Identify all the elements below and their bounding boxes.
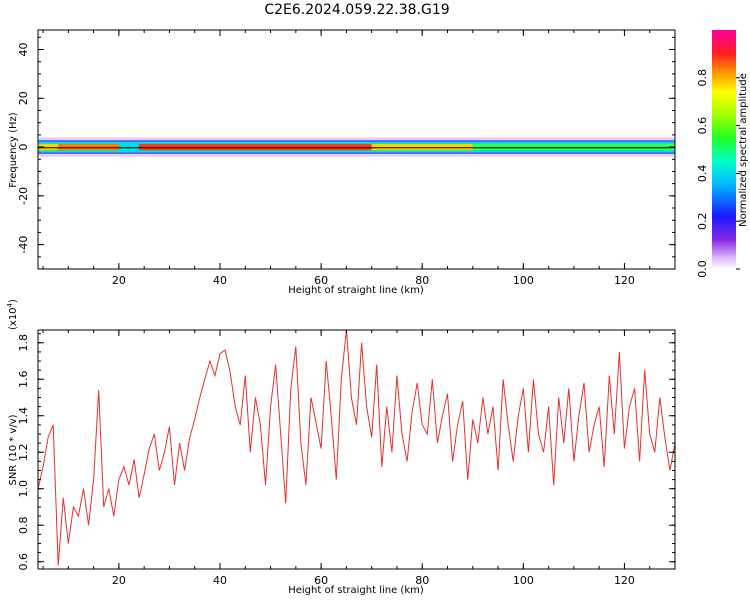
colorbar-tick-label: 0.6 bbox=[696, 117, 709, 135]
band-core-segment bbox=[371, 143, 473, 151]
y-tick-label: 40 bbox=[17, 43, 30, 57]
colorbar-gradient bbox=[712, 30, 736, 269]
y-tick-label: 0.8 bbox=[17, 516, 30, 534]
band-core-segment bbox=[58, 143, 119, 151]
colorbar-tick-label: 0.4 bbox=[696, 165, 709, 183]
y-tick-label: 20 bbox=[17, 91, 30, 105]
band-core-segment bbox=[139, 143, 372, 151]
x-tick-label: 100 bbox=[513, 574, 534, 587]
y-tick-label: 0 bbox=[17, 144, 30, 151]
x-tick-label: 60 bbox=[314, 274, 328, 287]
x-tick-label: 60 bbox=[314, 574, 328, 587]
colorbar-tick-label: 0.0 bbox=[696, 260, 709, 278]
x-tick-label: 20 bbox=[112, 574, 126, 587]
colorbar-tick-label: 0.8 bbox=[696, 69, 709, 87]
y-tick-label: 1.4 bbox=[17, 407, 30, 425]
snr-multiplier: (x104) bbox=[6, 299, 19, 330]
y-tick-label: -20 bbox=[17, 187, 30, 205]
spectrogram-band bbox=[38, 137, 675, 157]
colorbar-tick-label: 0.2 bbox=[696, 212, 709, 230]
snr-background bbox=[38, 330, 675, 569]
band-core-segment bbox=[472, 143, 675, 151]
spectrogram-y-label: Frequency (Hz) bbox=[8, 112, 19, 188]
spectrogram-panel: 20 40 60 80 100 120 -40 -20 0 20 40 Height of stra… bbox=[8, 29, 676, 296]
colorbar-label: Normalized spectral amplitude bbox=[738, 73, 749, 227]
snr-y-label: SNR (10 * v/v) bbox=[8, 414, 19, 485]
snr-frame bbox=[37, 329, 676, 570]
band-core-segment bbox=[38, 143, 59, 151]
snr-x-label: Height of straight line (km) bbox=[288, 585, 424, 596]
snr-panel: 20 40 60 80 100 120 0.6 0.8 1.0 1.2 1.4 1.6 1.8 Heig… bbox=[6, 299, 676, 596]
x-tick-label: 80 bbox=[415, 574, 429, 587]
x-tick-label: 40 bbox=[213, 274, 227, 287]
x-tick-label: 100 bbox=[513, 274, 534, 287]
x-tick-label: 120 bbox=[614, 574, 635, 587]
x-tick-label: 40 bbox=[213, 574, 227, 587]
y-tick-label: -40 bbox=[17, 236, 30, 254]
figure-title: C2E6.2024.059.22.38.G19 bbox=[264, 2, 449, 18]
x-tick-label: 20 bbox=[112, 274, 126, 287]
y-tick-label: 1.6 bbox=[17, 371, 30, 389]
y-tick-label: 1.2 bbox=[17, 443, 30, 461]
colorbar: 0.0 0.2 0.4 0.6 0.8 Normalized spectral ampl… bbox=[696, 30, 749, 278]
snr-series-line bbox=[37, 329, 676, 566]
x-tick-label: 120 bbox=[614, 274, 635, 287]
y-tick-label: 1.0 bbox=[17, 480, 30, 498]
x-tick-label: 80 bbox=[415, 274, 429, 287]
y-tick-label: 0.6 bbox=[17, 553, 30, 571]
spectrogram-x-label: Height of straight line (km) bbox=[288, 285, 424, 296]
y-tick-label: 1.8 bbox=[17, 334, 30, 352]
colorbar-ticks: 0.0 0.2 0.4 0.6 0.8 bbox=[696, 69, 740, 278]
spectrogram-frame bbox=[37, 29, 676, 270]
